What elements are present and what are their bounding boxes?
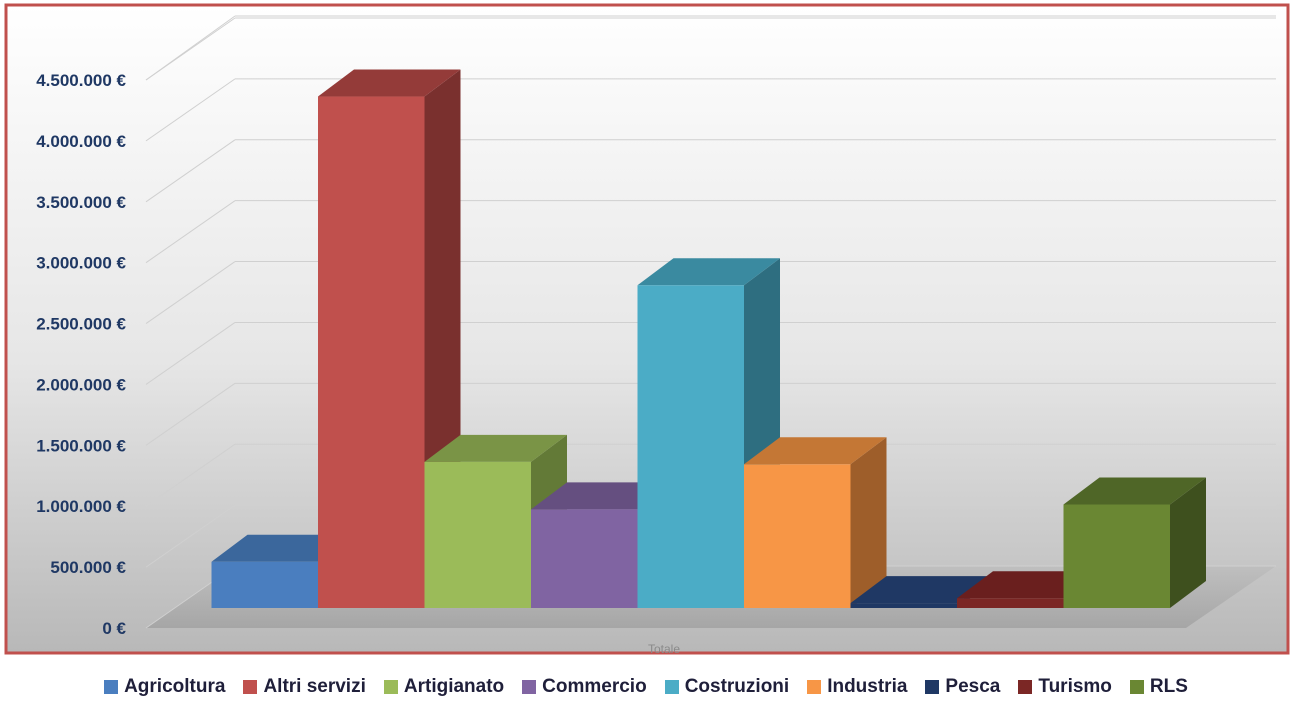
y-tick-label: 500.000 € <box>50 558 126 577</box>
bar-top <box>637 258 780 286</box>
bar-industria <box>744 437 887 608</box>
legend-swatch <box>664 680 679 694</box>
legend-label: RLS <box>1149 676 1188 697</box>
gridline-diagonal <box>145 382 236 446</box>
bar-side <box>1170 477 1206 608</box>
legend-swatch <box>807 680 822 694</box>
bar-front <box>211 561 318 608</box>
legend-item: Altri servizi <box>243 676 366 698</box>
legend: Agricoltura Altri servizi Artigianato Comme… <box>0 676 1292 698</box>
gridline-diagonal <box>145 504 236 568</box>
y-tick-label: 2.000.000 € <box>36 375 126 394</box>
y-tick-label: 3.500.000 € <box>36 193 126 212</box>
gridline-diagonal <box>145 78 236 142</box>
legend-swatch <box>1018 680 1033 694</box>
bar-top <box>318 69 461 97</box>
bar-side <box>850 437 887 608</box>
legend-swatch <box>522 680 537 694</box>
legend-label: Altri servizi <box>263 676 366 697</box>
y-tick-label: 4.500.000 € <box>36 71 126 90</box>
legend-item: Commercio <box>522 676 647 698</box>
bar-front <box>424 461 531 608</box>
bar-front <box>1063 504 1170 608</box>
legend-swatch <box>925 680 940 694</box>
legend-label: Pesca <box>945 676 1001 697</box>
legend-swatch <box>243 680 258 694</box>
legend-item: Costruzioni <box>664 676 790 698</box>
legend-swatch <box>104 680 119 694</box>
gridline-diagonal <box>145 200 236 264</box>
y-tick-label: 2.500.000 € <box>36 315 126 334</box>
bar-front <box>318 96 425 609</box>
gridline-diagonal <box>145 443 236 507</box>
bar-front <box>957 598 1064 608</box>
legend-label: Artigianato <box>403 676 505 697</box>
bar-costruzioni <box>637 258 780 608</box>
gridline-diagonal <box>145 322 236 385</box>
bar-top <box>744 437 887 465</box>
bar-top <box>1063 477 1206 505</box>
legend-label: Commercio <box>542 676 647 697</box>
legend-label: Industria <box>827 676 908 697</box>
legend-item: RLS <box>1129 676 1188 698</box>
legend-item: Agricoltura <box>104 676 225 698</box>
gridline-diagonal <box>145 15 236 81</box>
legend-item: Artigianato <box>383 676 505 698</box>
y-tick-label: 4.000.000 € <box>36 132 126 151</box>
bar-rls <box>1063 477 1206 608</box>
legend-label: Costruzioni <box>684 676 790 697</box>
gridline-diagonal <box>145 139 236 203</box>
legend-swatch <box>1129 680 1144 694</box>
x-tick-label: Totale <box>648 642 680 656</box>
bar-front <box>531 509 638 608</box>
bar-front <box>637 285 744 608</box>
legend-item: Industria <box>807 676 907 698</box>
bar-front <box>850 603 957 608</box>
bar-top <box>850 576 993 604</box>
bar-top <box>424 434 567 462</box>
gridline-diagonal <box>145 261 236 324</box>
bars <box>211 69 1206 609</box>
y-axis: 0 € 500.000 € 1.000.000 € 1.500.000 € 2.000.… <box>36 71 126 638</box>
legend-label: Turismo <box>1038 676 1112 697</box>
y-tick-label: 1.500.000 € <box>36 436 126 455</box>
legend-swatch <box>383 680 398 694</box>
y-tick-label: 3.000.000 € <box>36 254 126 273</box>
bar-front <box>744 464 851 608</box>
y-tick-label: 0 € <box>102 619 126 638</box>
legend-item: Pesca <box>925 676 1000 698</box>
legend-label: Agricoltura <box>124 676 226 697</box>
y-tick-label: 1.000.000 € <box>36 497 126 516</box>
legend-item: Turismo <box>1018 676 1112 698</box>
